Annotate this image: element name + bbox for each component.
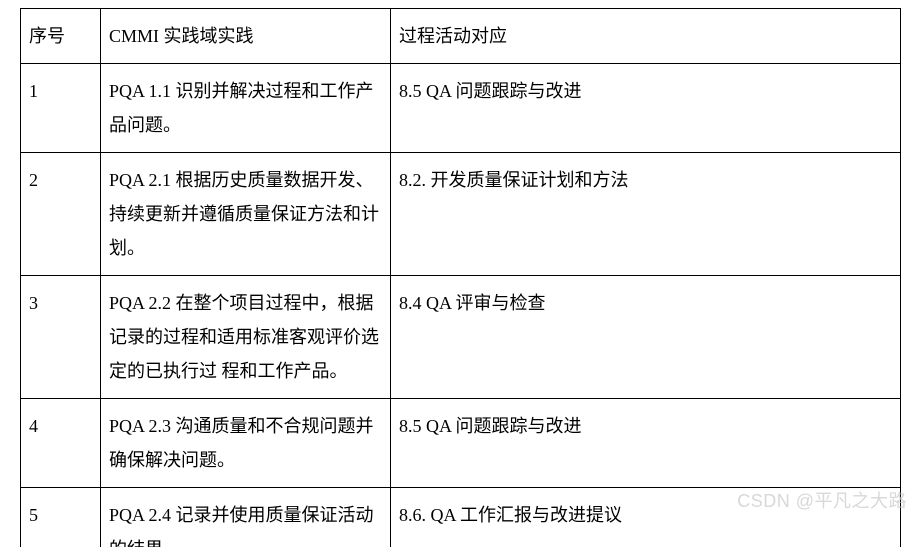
cell-seq: 1	[21, 64, 101, 153]
page-container: 序号 CMMI 实践域实践 过程活动对应 1 PQA 1.1 识别并解决过程和工…	[0, 0, 921, 547]
table-body: 1 PQA 1.1 识别并解决过程和工作产品问题。 8.5 QA 问题跟踪与改进…	[21, 64, 901, 547]
table-row: 3 PQA 2.2 在整个项目过程中，根据记录的过程和适用标准客观评价选定的已执…	[21, 276, 901, 399]
cell-seq: 2	[21, 153, 101, 276]
col-header-seq: 序号	[21, 9, 101, 64]
cell-proc: 8.2. 开发质量保证计划和方法	[391, 153, 901, 276]
table-header-row: 序号 CMMI 实践域实践 过程活动对应	[21, 9, 901, 64]
cmmi-mapping-table: 序号 CMMI 实践域实践 过程活动对应 1 PQA 1.1 识别并解决过程和工…	[20, 8, 901, 547]
cell-seq: 4	[21, 399, 101, 488]
table-row: 4 PQA 2.3 沟通质量和不合规问题并确保解决问题。 8.5 QA 问题跟踪…	[21, 399, 901, 488]
cell-seq: 5	[21, 488, 101, 547]
col-header-cmmi: CMMI 实践域实践	[101, 9, 391, 64]
cell-cmmi: PQA 2.4 记录并使用质量保证活动的结果。	[101, 488, 391, 547]
table-row: 5 PQA 2.4 记录并使用质量保证活动的结果。 8.6. QA 工作汇报与改…	[21, 488, 901, 547]
table-row: 2 PQA 2.1 根据历史质量数据开发、持续更新并遵循质量保证方法和计划。 8…	[21, 153, 901, 276]
cell-proc: 8.6. QA 工作汇报与改进提议	[391, 488, 901, 547]
table-head: 序号 CMMI 实践域实践 过程活动对应	[21, 9, 901, 64]
cell-cmmi: PQA 2.2 在整个项目过程中，根据记录的过程和适用标准客观评价选定的已执行过…	[101, 276, 391, 399]
cell-proc: 8.4 QA 评审与检查	[391, 276, 901, 399]
cell-cmmi: PQA 2.3 沟通质量和不合规问题并确保解决问题。	[101, 399, 391, 488]
cell-seq: 3	[21, 276, 101, 399]
col-header-proc: 过程活动对应	[391, 9, 901, 64]
table-row: 1 PQA 1.1 识别并解决过程和工作产品问题。 8.5 QA 问题跟踪与改进	[21, 64, 901, 153]
cell-proc: 8.5 QA 问题跟踪与改进	[391, 399, 901, 488]
cell-proc: 8.5 QA 问题跟踪与改进	[391, 64, 901, 153]
cell-cmmi: PQA 1.1 识别并解决过程和工作产品问题。	[101, 64, 391, 153]
cell-cmmi: PQA 2.1 根据历史质量数据开发、持续更新并遵循质量保证方法和计划。	[101, 153, 391, 276]
